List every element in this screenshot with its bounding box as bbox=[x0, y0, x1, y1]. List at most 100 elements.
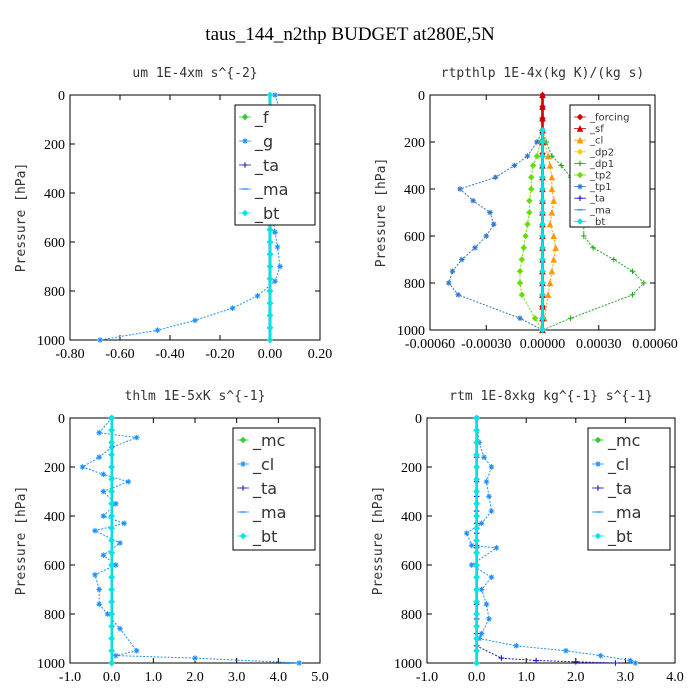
data-point bbox=[590, 244, 596, 251]
x-tick-label: 4.0 bbox=[666, 670, 684, 685]
data-point bbox=[92, 527, 98, 534]
x-tick-label: -0.40 bbox=[155, 347, 184, 362]
data-point bbox=[108, 427, 115, 434]
y-tick-label: 200 bbox=[401, 461, 422, 476]
y-tick-label: 400 bbox=[404, 183, 425, 198]
legend-label: _bt bbox=[252, 527, 277, 547]
data-point bbox=[539, 152, 546, 160]
figure-title: taus_144_n2thp BUDGET at280E,5N bbox=[205, 24, 495, 45]
data-point bbox=[108, 537, 115, 544]
data-point bbox=[473, 635, 480, 642]
data-point bbox=[629, 291, 636, 298]
chart-panel: thlm 1E-5xK s^{-1} Pressure [hPa] 0 200 400 6… bbox=[14, 389, 329, 685]
x-tick-label: 5.0 bbox=[311, 670, 329, 685]
data-point bbox=[254, 293, 261, 299]
data-point bbox=[459, 256, 465, 263]
series bbox=[445, 127, 546, 333]
legend-label: _mc bbox=[252, 431, 285, 451]
data-point bbox=[113, 500, 119, 507]
data-point bbox=[518, 256, 526, 263]
data-point bbox=[100, 488, 107, 495]
y-tick-label: 600 bbox=[401, 559, 422, 574]
data-point bbox=[473, 549, 480, 556]
data-point bbox=[473, 500, 480, 507]
data-point bbox=[108, 488, 115, 495]
data-point bbox=[266, 226, 274, 233]
data-point bbox=[473, 574, 480, 581]
y-tick-label: 400 bbox=[401, 510, 422, 525]
data-point bbox=[526, 209, 533, 216]
x-tick-label: 0.00000 bbox=[520, 337, 566, 352]
data-point bbox=[517, 315, 523, 322]
data-point bbox=[486, 493, 492, 500]
x-tick-label: 0.0 bbox=[103, 670, 121, 685]
legend-label: _bt bbox=[607, 527, 632, 547]
data-point bbox=[533, 657, 539, 664]
data-point bbox=[473, 647, 480, 654]
data-point bbox=[266, 312, 274, 319]
x-tick-label: -0.00060 bbox=[405, 337, 455, 352]
data-point bbox=[539, 162, 546, 169]
data-point bbox=[473, 561, 480, 569]
data-point bbox=[192, 655, 198, 661]
y-tick-label: 600 bbox=[44, 236, 65, 251]
series bbox=[473, 414, 480, 667]
data-point bbox=[125, 478, 132, 485]
data-point bbox=[470, 197, 476, 204]
panel-title: um 1E-4xm s^{-2} bbox=[132, 66, 257, 81]
data-point bbox=[539, 291, 546, 298]
data-point bbox=[490, 221, 497, 228]
legend-box bbox=[587, 427, 671, 551]
data-point bbox=[478, 586, 485, 593]
legend-label: _ta bbox=[252, 479, 277, 499]
data-point bbox=[492, 174, 499, 181]
y-tick-label: 1000 bbox=[394, 657, 422, 672]
y-axis-label: Pressure [hPa] bbox=[374, 158, 389, 268]
data-point bbox=[133, 647, 140, 654]
data-point bbox=[445, 280, 452, 286]
data-point bbox=[108, 586, 115, 593]
data-point bbox=[539, 244, 546, 251]
legend-label: _cl bbox=[607, 455, 629, 475]
x-tick-label: -0.20 bbox=[205, 347, 234, 362]
data-point bbox=[473, 610, 480, 618]
x-tick-label: 4.0 bbox=[270, 670, 288, 685]
data-point bbox=[272, 278, 278, 284]
plot-frame bbox=[69, 94, 321, 341]
series-line bbox=[519, 130, 543, 331]
data-point bbox=[108, 623, 115, 630]
legend-label: _sf bbox=[589, 124, 604, 135]
data-point bbox=[473, 512, 480, 520]
data-point bbox=[488, 464, 495, 470]
legend: _forcing_sf_cl_dp2_dp1_tp2_tp1_ta_ma_bt bbox=[569, 104, 651, 228]
data-point bbox=[108, 500, 115, 507]
data-point bbox=[108, 647, 115, 654]
legend-label: _mc bbox=[607, 431, 640, 451]
data-point bbox=[79, 464, 86, 470]
plot-frame bbox=[426, 417, 676, 664]
y-tick-label: 800 bbox=[404, 277, 425, 292]
data-point bbox=[548, 209, 556, 216]
series bbox=[108, 414, 115, 667]
data-point bbox=[117, 625, 123, 632]
data-point bbox=[92, 572, 98, 578]
data-point bbox=[108, 598, 115, 605]
legend-label: _tp1 bbox=[589, 182, 612, 193]
data-point bbox=[640, 280, 647, 286]
y-axis-label: Pressure [hPa] bbox=[371, 486, 386, 596]
y-tick-label: 0 bbox=[415, 412, 422, 427]
y-tick-label: 600 bbox=[404, 230, 425, 245]
y-tick-label: 200 bbox=[44, 461, 65, 476]
data-point bbox=[481, 454, 487, 460]
data-point bbox=[108, 414, 115, 422]
data-point bbox=[108, 476, 115, 483]
x-tick-label: -1.0 bbox=[416, 670, 438, 685]
data-point bbox=[486, 616, 492, 622]
data-point bbox=[544, 291, 552, 298]
data-point bbox=[229, 305, 236, 311]
data-point bbox=[478, 520, 485, 527]
y-tick-label: 1000 bbox=[37, 657, 65, 672]
x-tick-label: -0.00030 bbox=[461, 337, 511, 352]
x-tick-label: 1.0 bbox=[145, 670, 163, 685]
